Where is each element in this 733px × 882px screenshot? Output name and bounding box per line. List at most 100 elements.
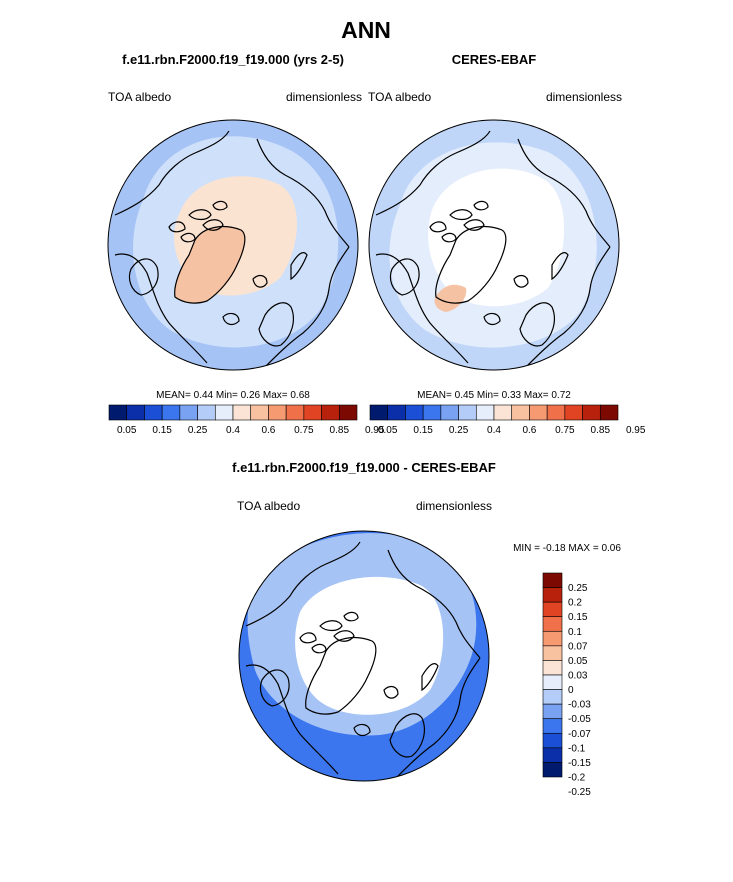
colorbar-swatch bbox=[542, 601, 563, 618]
colorbar-tick-label: 0.25 bbox=[449, 425, 469, 436]
colorbar-swatch bbox=[542, 732, 563, 749]
map-boundary bbox=[107, 119, 359, 371]
colorbar-swatch bbox=[285, 404, 305, 421]
colorbar-swatch bbox=[542, 587, 563, 603]
colorbar-swatch bbox=[542, 660, 563, 676]
colorbar-swatch bbox=[542, 645, 563, 661]
colorbar-swatch bbox=[422, 404, 442, 421]
observation-panel: CERES-EBAF TOA albedo dimensionless MEAN… bbox=[368, 52, 646, 436]
colorbar-swatch bbox=[179, 404, 198, 421]
model-panel: f.e11.rbn.F2000.f19_f19.000 (yrs 2-5) TO… bbox=[107, 52, 385, 436]
colorbar-swatch bbox=[542, 572, 563, 588]
colorbar-swatch bbox=[440, 404, 459, 421]
region-arctic bbox=[295, 576, 444, 715]
colorbar-tick-label: 0.05 bbox=[378, 425, 398, 436]
colorbar-swatch bbox=[303, 404, 322, 421]
colorbar-tick-label: 0.15 bbox=[413, 425, 433, 436]
colorbar-swatch bbox=[458, 404, 477, 421]
colorbar-swatch bbox=[564, 404, 583, 421]
units-label: dimensionless bbox=[416, 499, 492, 513]
colorbar-tick-label: 0.03 bbox=[568, 671, 588, 682]
difference-panel: f.e11.rbn.F2000.f19_f19.000 - CERES-EBAF… bbox=[232, 460, 621, 798]
colorbar-tick-label: 0.85 bbox=[330, 425, 350, 436]
colorbar-tick-label: 0.1 bbox=[568, 627, 582, 638]
colorbar-tick-label: -0.07 bbox=[568, 729, 591, 740]
colorbar-tick-label: 0.05 bbox=[568, 656, 588, 667]
colorbar: 0.25 0.2 0.15 0.1 0.07 0.05 0.03 0 -0.03 -0.05 -0.… bbox=[542, 572, 591, 798]
colorbar-swatch bbox=[321, 404, 340, 421]
variable-label: TOA albedo bbox=[237, 499, 300, 513]
region-arctic bbox=[428, 168, 565, 307]
units-label: dimensionless bbox=[546, 90, 622, 104]
colorbar-tick-label: 0.15 bbox=[568, 612, 588, 623]
colorbar-swatch bbox=[387, 404, 406, 421]
colorbar-tick-label: -0.25 bbox=[568, 787, 591, 798]
colorbar-tick-label: 0.25 bbox=[188, 425, 208, 436]
panel-title: f.e11.rbn.F2000.f19_f19.000 - CERES-EBAF bbox=[232, 460, 496, 475]
colorbar-tick-label: 0 bbox=[568, 685, 574, 696]
colorbar-swatch bbox=[542, 630, 563, 647]
colorbar-tick-label: 0.05 bbox=[117, 425, 137, 436]
colorbar-swatch bbox=[197, 404, 216, 421]
colorbar-tick-label: 0.6 bbox=[261, 425, 275, 436]
colorbar-tick-label: 0.95 bbox=[365, 425, 385, 436]
colorbar-tick-label: -0.15 bbox=[568, 758, 591, 769]
colorbar-swatch bbox=[542, 674, 563, 690]
colorbar-swatch bbox=[232, 404, 252, 421]
stats-text: MEAN= 0.45 Min= 0.33 Max= 0.72 bbox=[417, 390, 571, 401]
variable-label: TOA albedo bbox=[368, 90, 431, 104]
colorbar-tick-label: -0.05 bbox=[568, 714, 591, 725]
polar-map bbox=[239, 531, 489, 781]
region-greenland bbox=[174, 226, 245, 304]
colorbar-tick-label: -0.1 bbox=[568, 743, 586, 754]
colorbar-tick-label: 0.4 bbox=[226, 425, 240, 436]
stats-text: MEAN= 0.44 Min= 0.26 Max= 0.68 bbox=[156, 390, 310, 401]
panel-title: CERES-EBAF bbox=[452, 52, 537, 67]
colorbar-swatch bbox=[108, 404, 128, 421]
colorbar-swatch bbox=[542, 689, 563, 705]
colorbar: 0.05 0.15 0.25 0.4 0.6 0.75 0.85 0.95 bbox=[108, 404, 385, 436]
variable-label: TOA albedo bbox=[108, 90, 171, 104]
colorbar-tick-label: 0.75 bbox=[294, 425, 314, 436]
colorbar-tick-label: -0.03 bbox=[568, 700, 591, 711]
panel-title: f.e11.rbn.F2000.f19_f19.000 (yrs 2-5) bbox=[122, 52, 344, 67]
colorbar-tick-label: 0.85 bbox=[591, 425, 611, 436]
colorbar-swatch bbox=[599, 404, 619, 421]
map-boundary bbox=[238, 530, 490, 782]
colorbar-tick-label: 0.95 bbox=[626, 425, 646, 436]
colorbar-swatch bbox=[529, 404, 548, 421]
colorbar-tick-label: 0.25 bbox=[568, 583, 588, 594]
colorbar-swatch bbox=[493, 404, 513, 421]
colorbar-swatch bbox=[144, 404, 163, 421]
figure-title: ANN bbox=[341, 17, 391, 43]
colorbar-swatch bbox=[475, 404, 495, 421]
colorbar-tick-label: 0.07 bbox=[568, 641, 588, 652]
polar-map bbox=[369, 120, 619, 370]
colorbar-swatch bbox=[542, 762, 563, 778]
colorbar-tick-label: 0.6 bbox=[522, 425, 536, 436]
colorbar-swatch bbox=[582, 404, 601, 421]
colorbar: 0.05 0.15 0.25 0.4 0.6 0.75 0.85 0.95 bbox=[369, 404, 646, 436]
colorbar-swatch bbox=[250, 404, 269, 421]
colorbar-tick-label: -0.2 bbox=[568, 773, 586, 784]
colorbar-tick-label: 0.4 bbox=[487, 425, 501, 436]
colorbar-swatch bbox=[542, 616, 563, 632]
colorbar-swatch bbox=[214, 404, 234, 421]
colorbar-tick-label: 0.75 bbox=[555, 425, 575, 436]
colorbar-tick-label: 0.15 bbox=[152, 425, 172, 436]
colorbar-swatch bbox=[542, 718, 563, 734]
stats-text: MIN = -0.18 MAX = 0.06 bbox=[513, 543, 621, 554]
colorbar-swatch bbox=[542, 703, 563, 720]
colorbar-swatch bbox=[405, 404, 424, 421]
map-boundary bbox=[368, 119, 620, 371]
units-label: dimensionless bbox=[286, 90, 362, 104]
colorbar-swatch bbox=[338, 404, 358, 421]
colorbar-swatch bbox=[268, 404, 287, 421]
colorbar-swatch bbox=[511, 404, 530, 421]
colorbar-swatch bbox=[369, 404, 389, 421]
colorbar-swatch bbox=[161, 404, 181, 421]
colorbar-swatch bbox=[546, 404, 566, 421]
colorbar-tick-label: 0.2 bbox=[568, 598, 582, 609]
polar-map bbox=[108, 120, 358, 370]
